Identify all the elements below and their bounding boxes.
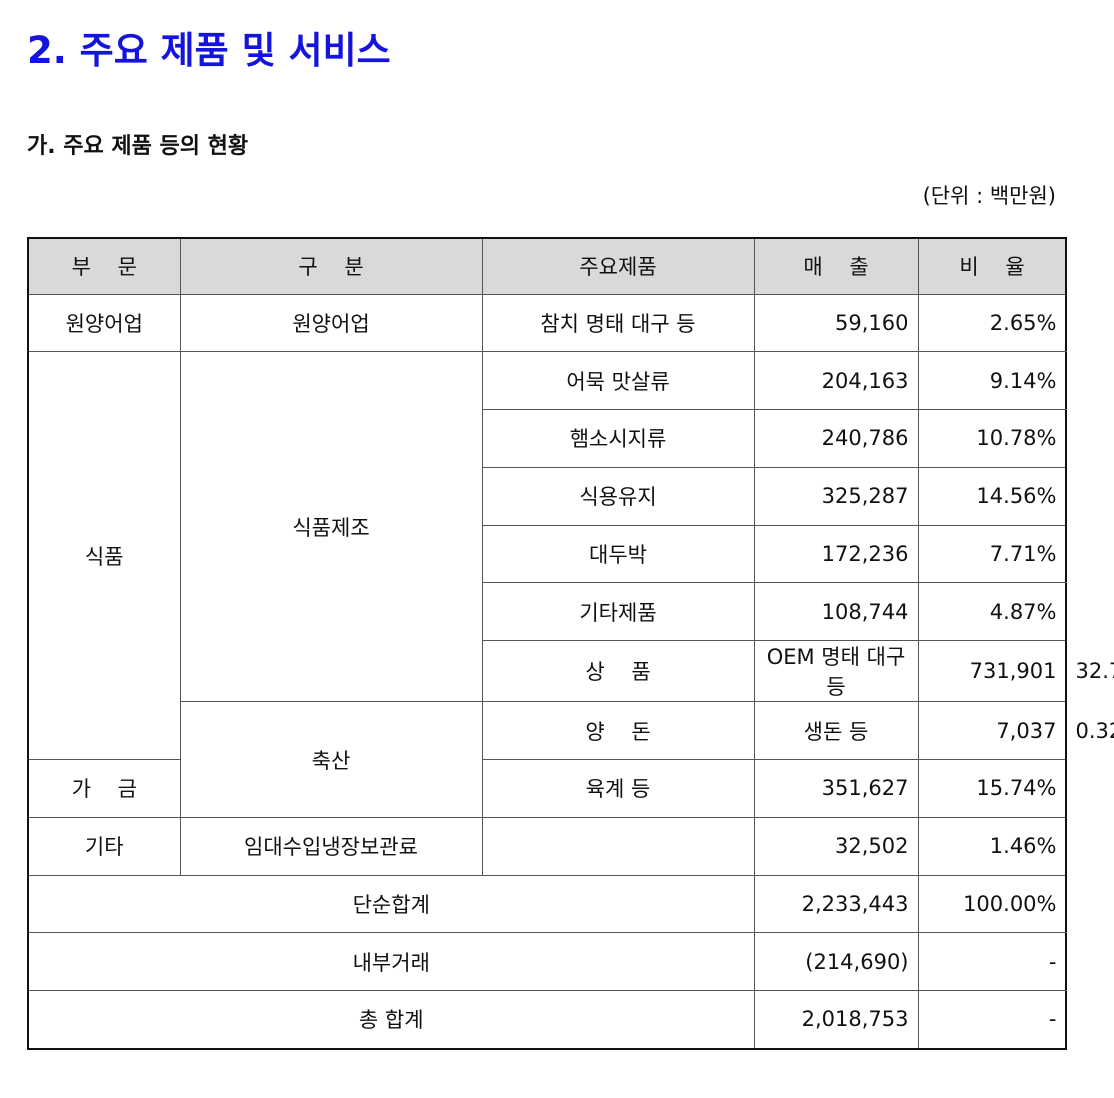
number-cell: 325,287 xyxy=(753,466,919,526)
text-cell: 내부거래 xyxy=(27,932,755,992)
number-cell: 2.65% xyxy=(917,293,1067,353)
number-cell: - xyxy=(917,932,1067,992)
table-row: 내부거래 (214,690) - xyxy=(27,932,1067,992)
number-cell: 4.87% xyxy=(917,582,1067,642)
header-cell: 구 분 xyxy=(179,237,483,295)
text-cell: 육계 등 xyxy=(481,759,755,818)
table-row: 기타제품 108,744 4.87% xyxy=(28,582,1067,642)
subsection-title: 가. 주요 제품 등의 현황 xyxy=(27,134,249,159)
table-row: 햄소시지류 240,786 10.78% xyxy=(28,409,1067,468)
text-cell: 가 금 xyxy=(27,759,181,818)
text-cell: 양 돈 xyxy=(481,701,755,761)
number-cell: 2,233,443 xyxy=(753,874,919,934)
text-cell: 생돈 등 xyxy=(753,701,919,761)
number-cell: 731,901 xyxy=(917,640,1067,703)
number-cell: 172,236 xyxy=(753,524,919,584)
text-cell: 임대수입냉장보관료 xyxy=(179,816,483,876)
table-row: 기타 임대수입냉장보관료 32,502 1.46% xyxy=(27,816,1067,876)
text-cell: 원양어업 xyxy=(179,293,483,353)
table-body: 원양어업 원양어업 참치 명태 대구 등 59,160 2.65% 식품 식품제조 어묵 맛살… xyxy=(27,293,1114,1050)
section-title: 2. 주요 제품 및 서비스 xyxy=(27,29,391,72)
number-cell: 7.71% xyxy=(917,524,1067,584)
text-cell: 단순합계 xyxy=(27,874,755,934)
number-cell: 15.74% xyxy=(917,759,1067,818)
text-cell: 식품 xyxy=(27,351,181,761)
number-cell: 204,163 xyxy=(753,351,919,411)
table-row: 단순합계 2,233,443 100.00% xyxy=(27,874,1067,934)
text-cell: 기타 xyxy=(27,816,181,876)
table-row: 가 금 육계 등 351,627 15.74% xyxy=(27,759,1067,818)
table-row: 식품 식품제조 어묵 맛살류 204,163 9.14% xyxy=(27,351,1067,761)
header-row: 부 문 구 분 주요제품 매 출 비 율 xyxy=(27,237,1067,295)
table-row: 총 합계 2,018,753- xyxy=(27,990,1067,1050)
text-cell: 어묵 맛살류 xyxy=(481,351,755,411)
text-cell: 참치 명태 대구 등 xyxy=(481,293,755,353)
number-cell: 2,018,753 xyxy=(753,990,919,1050)
header-cell: 부 문 xyxy=(27,237,181,295)
unit-note: (단위 : 백만원) xyxy=(922,184,1056,208)
text-cell: 식품제조 xyxy=(179,351,483,703)
text-cell: 기타제품 xyxy=(481,582,755,642)
text-cell: 식용유지 xyxy=(481,466,755,526)
number-cell: 108,744 xyxy=(753,582,919,642)
number-cell: - xyxy=(917,990,1067,1050)
number-cell: 59,160 xyxy=(753,293,919,353)
number-cell: 10.78% xyxy=(917,409,1067,468)
text-cell: 축산 xyxy=(179,701,483,818)
number-cell: (214,690) xyxy=(753,932,919,992)
table-row: 원양어업 원양어업 참치 명태 대구 등 59,160 2.65% xyxy=(27,293,1067,353)
header-cell: 주요제품 xyxy=(481,237,755,295)
text-cell: 총 합계 xyxy=(27,990,755,1050)
text-cell: 햄소시지류 xyxy=(481,409,755,468)
number-cell: 1.46% xyxy=(917,816,1067,876)
number-cell: 240,786 xyxy=(753,409,919,468)
number-cell: 7,037 xyxy=(917,701,1067,761)
number-cell: 32,502 xyxy=(753,816,919,876)
number-cell: 9.14% xyxy=(917,351,1067,411)
empty-cell xyxy=(481,816,755,876)
text-cell: 대두박 xyxy=(481,524,755,584)
text-cell: 상 품 xyxy=(481,640,755,703)
number-cell: 351,627 xyxy=(753,759,919,818)
header-cell: 매 출 xyxy=(753,237,919,295)
text-cell: OEM 명태 대구 등 xyxy=(753,640,919,703)
number-cell: 100.00% xyxy=(917,874,1067,934)
header-cell: 비 율 xyxy=(917,237,1067,295)
number-cell: 14.56% xyxy=(917,466,1067,526)
text-cell: 원양어업 xyxy=(27,293,181,353)
